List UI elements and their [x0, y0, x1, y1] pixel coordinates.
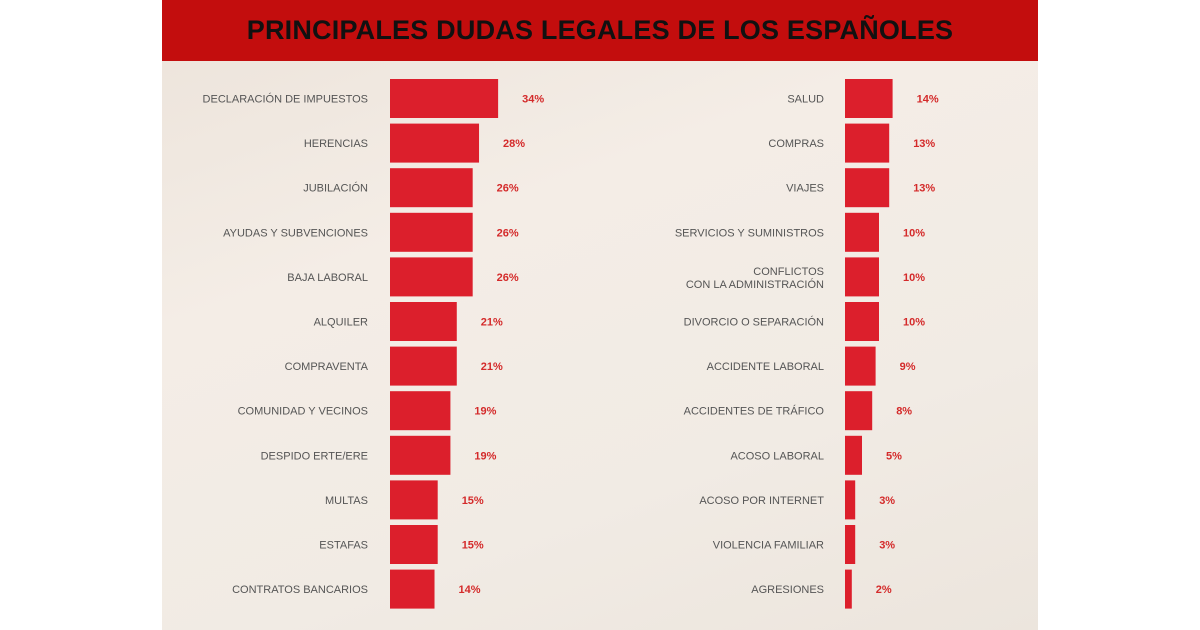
- left-value-label-7: 19%: [474, 406, 496, 418]
- left-bar-0: [390, 79, 499, 118]
- right-value-label-10: 3%: [879, 540, 895, 552]
- left-category-label-11: CONTRATOS BANCARIOS: [232, 584, 368, 596]
- right-value-label-6: 9%: [900, 361, 916, 373]
- left-bar-10: [390, 525, 438, 564]
- chart-title: PRINCIPALES DUDAS LEGALES DE LOS ESPAÑOL…: [246, 15, 954, 45]
- title-bar: PRINCIPALES DUDAS LEGALES DE LOS ESPAÑOL…: [162, 0, 1038, 61]
- right-value-label-8: 5%: [886, 450, 902, 462]
- right-category-label-10: VIOLENCIA FAMILIAR: [713, 540, 824, 552]
- right-bar-9: [845, 480, 856, 520]
- left-value-label-0: 34%: [522, 94, 544, 106]
- right-category-label-6: ACCIDENTE LABORAL: [707, 361, 824, 373]
- right-bar-3: [845, 212, 879, 252]
- left-category-label-6: COMPRAVENTA: [285, 361, 369, 373]
- right-bar-1: [845, 123, 890, 163]
- right-category-label-3: SERVICIOS Y SUMINISTROS: [675, 227, 824, 239]
- left-bar-4: [390, 257, 473, 297]
- right-value-label-7: 8%: [896, 406, 912, 418]
- left-value-label-4: 26%: [497, 272, 519, 284]
- left-category-label-0: DECLARACIÓN DE IMPUESTOS: [203, 93, 368, 106]
- left-bar-1: [390, 123, 480, 163]
- left-value-label-10: 15%: [462, 540, 484, 552]
- right-bar-2: [845, 168, 890, 208]
- left-bar-11: [390, 569, 435, 609]
- right-bar-0: [845, 79, 893, 118]
- left-value-label-3: 26%: [497, 227, 519, 239]
- right-category-label-7: ACCIDENTES DE TRÁFICO: [684, 405, 825, 418]
- left-bar-3: [390, 212, 473, 252]
- right-category-label-1: COMPRAS: [768, 138, 824, 150]
- left-category-label-8: DESPIDO ERTE/ERE: [261, 450, 368, 462]
- left-bar-2: [390, 168, 473, 208]
- right-category-label-8: ACOSO LABORAL: [730, 450, 824, 462]
- left-value-label-1: 28%: [503, 138, 525, 150]
- right-value-label-3: 10%: [903, 227, 925, 239]
- left-value-label-11: 14%: [459, 584, 481, 596]
- right-value-label-9: 3%: [879, 495, 895, 507]
- left-category-label-1: HERENCIAS: [304, 138, 368, 150]
- right-value-label-5: 10%: [903, 317, 925, 329]
- right-bar-4: [845, 257, 879, 297]
- right-value-label-2: 13%: [913, 183, 935, 195]
- left-value-label-5: 21%: [481, 317, 503, 329]
- infographic-canvas: PRINCIPALES DUDAS LEGALES DE LOS ESPAÑOL…: [162, 0, 1038, 630]
- left-category-label-9: MULTAS: [325, 495, 368, 507]
- right-value-label-11: 2%: [876, 584, 892, 596]
- right-bar-5: [845, 302, 879, 341]
- right-value-label-1: 13%: [913, 138, 935, 150]
- left-category-label-5: ALQUILER: [314, 317, 368, 329]
- right-category-label-0: SALUD: [787, 94, 824, 106]
- right-value-label-4: 10%: [903, 272, 925, 284]
- left-value-label-2: 26%: [497, 183, 519, 195]
- left-value-label-8: 19%: [474, 450, 496, 462]
- left-bar-5: [390, 302, 457, 341]
- right-category-label-5: DIVORCIO O SEPARACIÓN: [684, 316, 824, 329]
- right-bar-10: [845, 525, 856, 564]
- right-value-label-0: 14%: [917, 94, 939, 106]
- left-category-label-3: AYUDAS Y SUBVENCIONES: [223, 227, 368, 239]
- right-bar-6: [845, 346, 876, 386]
- left-bar-9: [390, 480, 438, 520]
- bar-charts: DECLARACIÓN DE IMPUESTOS 34% HERENCIAS 28% J…: [203, 79, 939, 609]
- left-value-label-6: 21%: [481, 361, 503, 373]
- right-category-label-11: AGRESIONES: [751, 584, 824, 596]
- left-bar-8: [390, 435, 451, 475]
- left-category-label-10: ESTAFAS: [319, 540, 368, 552]
- left-category-label-4: BAJA LABORAL: [287, 272, 368, 284]
- right-bar-11: [845, 569, 852, 609]
- right-category-label-2: VIAJES: [786, 183, 824, 195]
- right-category-label-4: CONFLICTOS CON LA ADMINISTRACIÓN: [686, 266, 824, 291]
- left-value-label-9: 15%: [462, 495, 484, 507]
- left-bar-7: [390, 391, 451, 431]
- right-category-label-9: ACOSO POR INTERNET: [699, 495, 824, 507]
- right-bar-7: [845, 391, 873, 431]
- left-bar-6: [390, 346, 457, 386]
- left-category-label-7: COMUNIDAD Y VECINOS: [238, 406, 368, 418]
- left-category-label-2: JUBILACIÓN: [303, 182, 368, 195]
- right-bar-8: [845, 435, 862, 475]
